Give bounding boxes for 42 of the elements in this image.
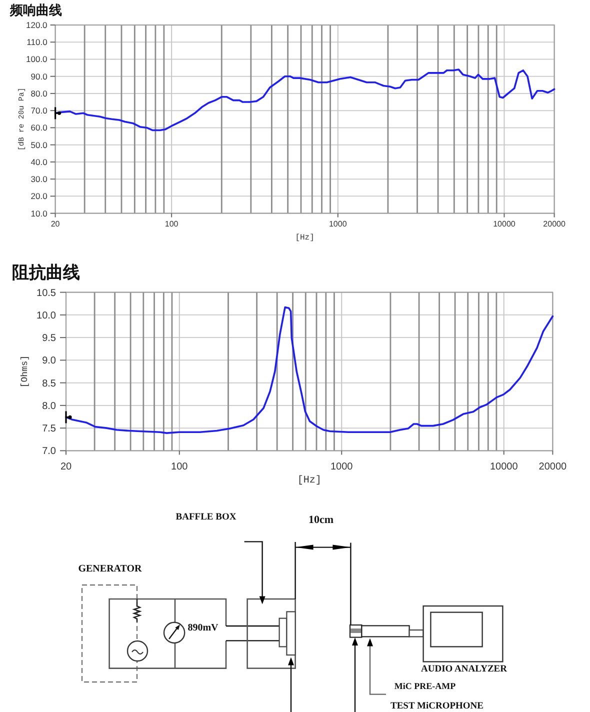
y-tick-label: 60.0 [30,122,48,133]
y-tick-label: 9.0 [42,356,56,367]
x-tick-label: 100 [164,219,179,228]
text: GENERATOR [78,564,143,574]
x-tick-label: 20000 [538,462,568,473]
x-tick-label: 20 [50,219,60,228]
x-tick-label: 1000 [330,462,354,473]
y-tick-label: 80.0 [30,88,48,98]
x-tick-label: 10000 [493,219,516,228]
x-tick-label: 20 [60,462,72,473]
y-tick-label: 9.5 [42,333,56,344]
y-tick-label: 90.0 [30,71,48,82]
y-tick-label: 110.0 [26,37,48,48]
y-tick-label: 100.0 [26,54,48,64]
y-tick-label: 10.0 [36,310,56,322]
y-tick-label: 7.0 [42,446,56,458]
text: BAFFLE BOX [176,512,236,522]
text: AUDIO ANALYZER [421,664,508,674]
y-tick-label: 70.0 [30,106,48,116]
y-tick-label: 20.0 [30,191,48,202]
y-tick-label: 10.5 [36,288,56,299]
x-axis-title: [Hz] [295,233,314,242]
x-tick-label: 1000 [328,219,348,228]
y-tick-label: 30.0 [30,174,48,184]
text: MiC PRE-AMP [394,681,456,692]
chart-title: 阻抗曲线 [12,263,80,283]
y-tick-label: 8.0 [42,400,56,412]
text: TEST MiCROPHONE [390,701,484,712]
y-tick-label: 8.5 [42,378,56,390]
y-tick-label: 7.5 [42,424,56,435]
y-tick-label: 10.0 [30,208,48,218]
y-axis-title: [Ohms] [20,355,30,388]
chart-title: 频响曲线 [9,4,62,18]
text: 890mV [188,622,220,634]
x-tick-label: 10000 [490,462,518,473]
x-tick-label: 20000 [543,219,566,228]
y-tick-label: 120.0 [26,20,48,30]
x-axis-title: [Hz] [297,474,322,487]
y-tick-label: 50.0 [30,140,48,150]
x-tick-label: 100 [171,462,188,473]
y-tick-label: 40.0 [30,156,48,167]
text: 10cm [308,514,334,526]
